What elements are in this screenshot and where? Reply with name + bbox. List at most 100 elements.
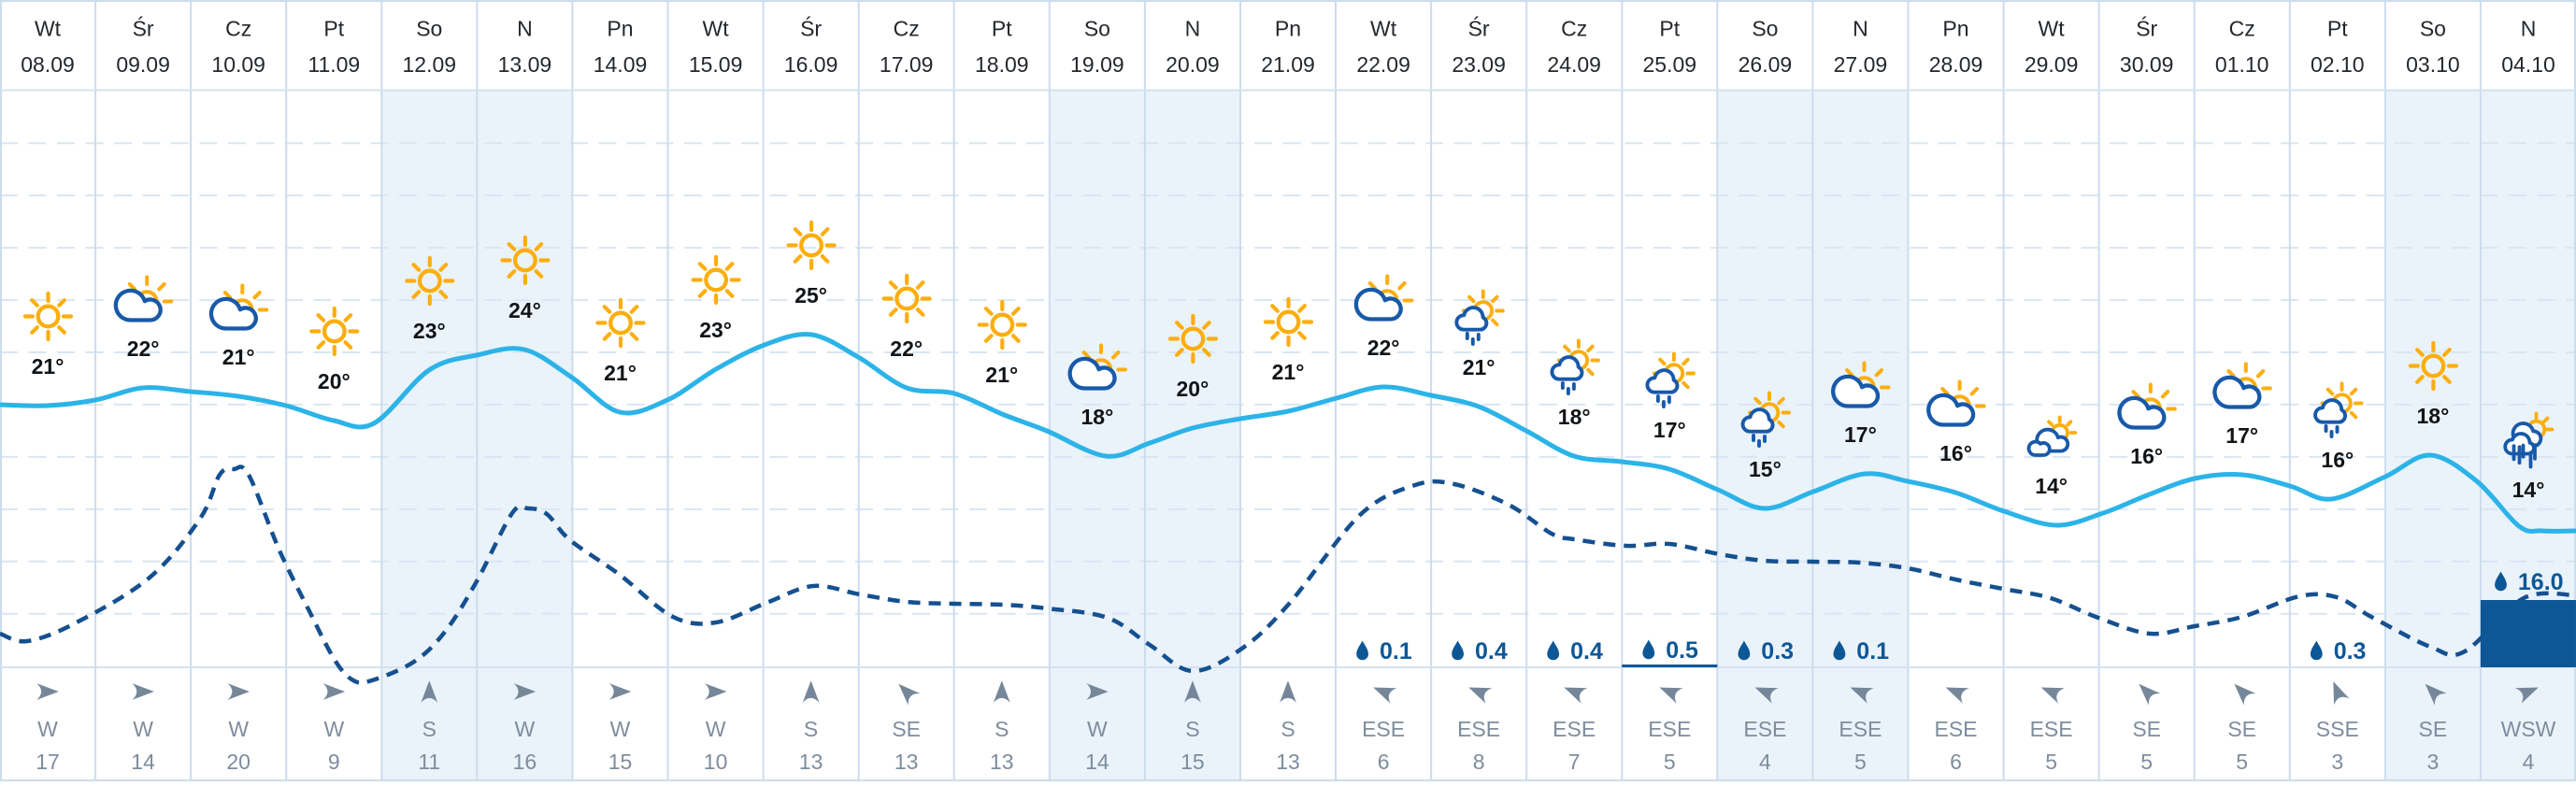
svg-text:21°: 21° bbox=[222, 345, 255, 369]
svg-text:W: W bbox=[133, 717, 153, 741]
svg-text:So: So bbox=[1084, 17, 1110, 41]
svg-text:13: 13 bbox=[1276, 750, 1300, 774]
svg-text:W: W bbox=[228, 717, 249, 741]
svg-text:So: So bbox=[2420, 17, 2446, 41]
svg-text:14.09: 14.09 bbox=[594, 52, 648, 77]
svg-text:Pn: Pn bbox=[1942, 17, 1968, 41]
svg-text:Pt: Pt bbox=[1659, 17, 1680, 41]
svg-text:14: 14 bbox=[131, 750, 155, 774]
svg-text:18°: 18° bbox=[1558, 405, 1591, 429]
svg-text:18.09: 18.09 bbox=[975, 52, 1029, 77]
svg-text:28.09: 28.09 bbox=[1929, 52, 1983, 77]
svg-text:Pt: Pt bbox=[2327, 17, 2348, 41]
svg-text:ESE: ESE bbox=[1362, 717, 1405, 741]
svg-text:Wt: Wt bbox=[703, 17, 730, 41]
svg-text:SE: SE bbox=[2132, 717, 2161, 741]
svg-text:17: 17 bbox=[36, 750, 60, 774]
svg-text:20.09: 20.09 bbox=[1166, 52, 1220, 77]
svg-text:18°: 18° bbox=[1081, 405, 1114, 429]
svg-text:7: 7 bbox=[1568, 750, 1581, 774]
svg-text:17°: 17° bbox=[1653, 418, 1686, 442]
svg-text:25°: 25° bbox=[794, 283, 827, 307]
svg-text:23°: 23° bbox=[699, 318, 732, 342]
svg-text:Cz: Cz bbox=[1561, 17, 1587, 41]
svg-text:Pt: Pt bbox=[992, 17, 1012, 41]
svg-text:0.3: 0.3 bbox=[2334, 638, 2367, 665]
svg-text:Wt: Wt bbox=[35, 17, 62, 41]
svg-text:Śr: Śr bbox=[1468, 16, 1490, 41]
svg-text:5: 5 bbox=[2045, 750, 2057, 774]
svg-text:16°: 16° bbox=[2130, 444, 2163, 468]
svg-text:SSE: SSE bbox=[2316, 717, 2359, 741]
svg-text:8: 8 bbox=[1473, 750, 1485, 774]
svg-text:Pn: Pn bbox=[1275, 17, 1301, 41]
svg-text:23.09: 23.09 bbox=[1452, 52, 1506, 77]
svg-text:0.1: 0.1 bbox=[1856, 638, 1889, 665]
svg-text:25.09: 25.09 bbox=[1643, 52, 1697, 77]
svg-text:4: 4 bbox=[2523, 750, 2535, 774]
svg-text:S: S bbox=[804, 717, 818, 741]
svg-text:16°: 16° bbox=[1939, 441, 1972, 465]
svg-text:16: 16 bbox=[513, 750, 537, 774]
svg-text:22.09: 22.09 bbox=[1356, 52, 1410, 77]
svg-text:4: 4 bbox=[1759, 750, 1771, 774]
svg-text:W: W bbox=[37, 717, 58, 741]
svg-text:08.09: 08.09 bbox=[21, 52, 75, 77]
svg-text:0.1: 0.1 bbox=[1380, 638, 1412, 665]
svg-text:ESE: ESE bbox=[2030, 717, 2073, 741]
svg-text:15: 15 bbox=[1181, 750, 1205, 774]
svg-text:22°: 22° bbox=[127, 336, 160, 361]
svg-text:26.09: 26.09 bbox=[1739, 52, 1793, 77]
svg-text:S: S bbox=[1281, 717, 1295, 741]
svg-text:5: 5 bbox=[1854, 750, 1867, 774]
svg-text:21°: 21° bbox=[1463, 355, 1496, 379]
svg-text:16.0: 16.0 bbox=[2518, 569, 2564, 595]
svg-text:12.09: 12.09 bbox=[403, 52, 457, 77]
svg-text:9: 9 bbox=[328, 750, 340, 774]
svg-text:Pt: Pt bbox=[323, 17, 344, 41]
svg-text:20°: 20° bbox=[1177, 377, 1209, 401]
svg-text:24.09: 24.09 bbox=[1547, 52, 1601, 77]
svg-text:10: 10 bbox=[704, 750, 728, 774]
svg-text:Śr: Śr bbox=[133, 16, 154, 41]
svg-text:13: 13 bbox=[894, 750, 919, 774]
svg-text:0.4: 0.4 bbox=[1475, 638, 1508, 665]
svg-text:29.09: 29.09 bbox=[2025, 52, 2079, 77]
svg-text:0.3: 0.3 bbox=[1761, 638, 1794, 665]
svg-text:22°: 22° bbox=[890, 336, 923, 361]
svg-text:S: S bbox=[995, 717, 1009, 741]
svg-text:30.09: 30.09 bbox=[2120, 52, 2174, 77]
svg-text:ESE: ESE bbox=[1934, 717, 1977, 741]
svg-text:18°: 18° bbox=[2417, 404, 2450, 428]
svg-text:W: W bbox=[515, 717, 536, 741]
svg-text:0.5: 0.5 bbox=[1666, 637, 1698, 664]
svg-text:6: 6 bbox=[1378, 750, 1390, 774]
svg-text:Pn: Pn bbox=[607, 17, 633, 41]
svg-text:Cz: Cz bbox=[894, 17, 920, 41]
svg-text:14°: 14° bbox=[2512, 478, 2545, 502]
svg-text:21°: 21° bbox=[985, 363, 1018, 387]
svg-text:21°: 21° bbox=[1272, 360, 1305, 384]
svg-text:ESE: ESE bbox=[1743, 717, 1786, 741]
svg-text:N: N bbox=[517, 17, 533, 41]
svg-text:15°: 15° bbox=[1749, 457, 1782, 481]
svg-text:3: 3 bbox=[2427, 750, 2440, 774]
svg-text:0.4: 0.4 bbox=[1570, 638, 1603, 665]
svg-text:14: 14 bbox=[1085, 750, 1109, 774]
svg-text:W: W bbox=[706, 717, 726, 741]
svg-text:16.09: 16.09 bbox=[784, 52, 838, 77]
svg-text:WSW: WSW bbox=[2501, 717, 2556, 741]
svg-text:5: 5 bbox=[2236, 750, 2248, 774]
svg-text:ESE: ESE bbox=[1839, 717, 1882, 741]
svg-text:ESE: ESE bbox=[1648, 717, 1691, 741]
svg-text:17°: 17° bbox=[1844, 422, 1877, 447]
svg-text:Wt: Wt bbox=[2039, 17, 2066, 41]
svg-text:11: 11 bbox=[418, 750, 440, 774]
svg-text:So: So bbox=[1752, 17, 1778, 41]
svg-text:So: So bbox=[416, 17, 442, 41]
svg-text:13: 13 bbox=[990, 750, 1014, 774]
svg-text:N: N bbox=[2521, 17, 2537, 41]
svg-text:Cz: Cz bbox=[2229, 17, 2255, 41]
svg-text:21°: 21° bbox=[604, 361, 637, 385]
svg-text:19.09: 19.09 bbox=[1070, 52, 1124, 77]
